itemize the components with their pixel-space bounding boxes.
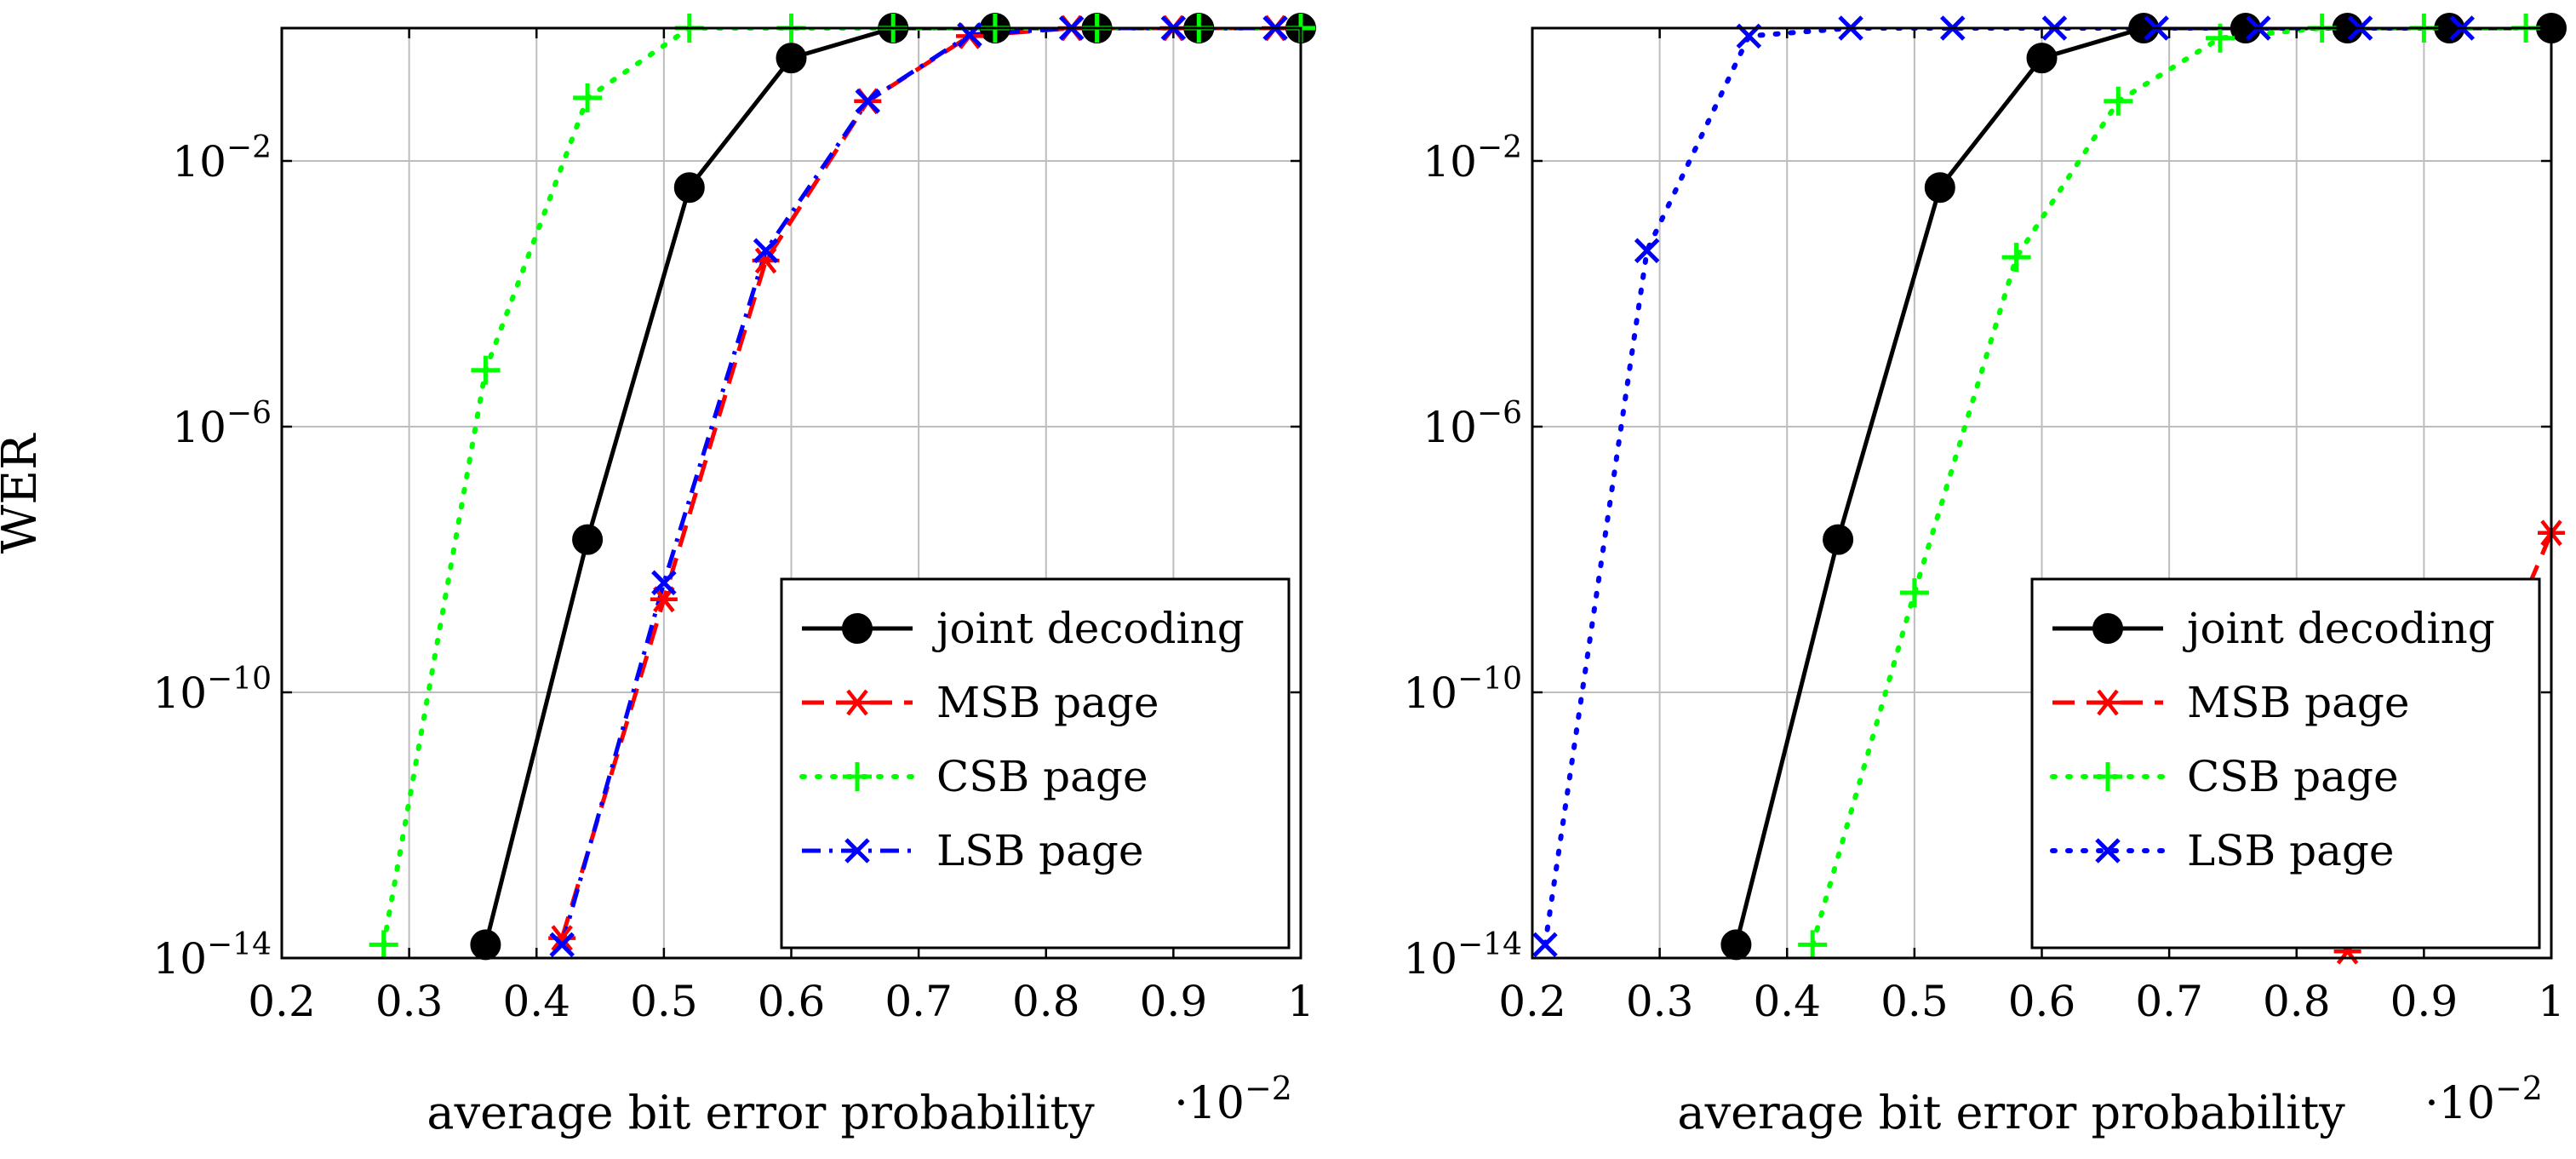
series-line-joint-decoding	[1733, 28, 2551, 946]
x-tick-label: 0.8	[1012, 977, 1080, 1026]
y-tick-label: 10−14	[1403, 927, 1522, 984]
legend-label: CSB page	[936, 752, 1148, 801]
y-tick-label: 10−6	[172, 396, 272, 452]
legend-marker	[2095, 838, 2121, 864]
x-tick-label: 0.6	[2008, 977, 2076, 1026]
plot-frame	[1531, 26, 2553, 960]
x-scale-factor: ·10−2	[2424, 1070, 2543, 1129]
legend-label: joint decoding	[932, 604, 1245, 653]
legend-marker	[844, 838, 870, 864]
data-point	[549, 932, 575, 958]
y-tick-label: 10−2	[1423, 130, 1522, 186]
x-tick-label: 0.3	[375, 977, 444, 1026]
data-point	[651, 570, 677, 596]
chart-panel-left: 0.2 0.3 0.4 0.5 0.6 0.7 0.8 0.9 1 10−2 10−6 10−10 10…	[0, 13, 1316, 1139]
x-tick-label: 0.2	[1498, 977, 1566, 1026]
x-scale-factor: ·10−2	[1174, 1070, 1292, 1129]
data-point	[369, 930, 398, 960]
legend-marker	[2092, 613, 2123, 644]
y-axis-label: WER	[0, 433, 48, 554]
legend-marker	[842, 613, 873, 644]
y-tick-label: 10−10	[1403, 662, 1522, 718]
x-tick-label: 0.2	[248, 977, 316, 1026]
legend-label: LSB page	[936, 826, 1144, 875]
data-point	[573, 83, 603, 112]
legend: joint decoding MSB page CSB page LSB page	[780, 577, 1291, 950]
data-point	[1532, 932, 1558, 958]
legend-marker	[843, 762, 872, 791]
data-point	[1634, 238, 1660, 264]
legend-label: joint decoding	[2183, 604, 2495, 653]
x-tick-label: 0.4	[502, 977, 570, 1026]
data-point	[1720, 929, 1752, 961]
legend-marker	[2093, 762, 2122, 791]
data-point	[1924, 172, 1955, 204]
plot-frame	[280, 26, 1302, 960]
y-tick-label: 10−2	[172, 130, 272, 186]
series-line-csb-page	[1810, 28, 2529, 948]
legend-label: MSB page	[936, 678, 1159, 727]
series-line-lsb-page	[559, 28, 1276, 946]
legend-label: LSB page	[2187, 826, 2395, 875]
data-point	[2026, 43, 2058, 74]
series-line-joint-decoding	[483, 28, 1301, 946]
data-point	[855, 89, 881, 114]
data-point	[1798, 930, 1828, 960]
data-point	[471, 355, 501, 385]
series-line-msb-page	[559, 28, 1276, 939]
data-point	[572, 524, 604, 555]
x-tick-label: 1	[1287, 977, 1314, 1026]
legend-label: CSB page	[2187, 752, 2399, 801]
y-tick-label: 10−10	[152, 662, 272, 718]
data-point	[470, 929, 501, 961]
x-tick-label: 0.8	[2263, 977, 2331, 1026]
y-tick-label: 10−6	[1423, 396, 1522, 452]
x-tick-label: 0.7	[2135, 977, 2203, 1026]
data-point	[1899, 578, 1929, 607]
x-tick-label: 0.6	[758, 977, 826, 1026]
chart-panel-right: 0.2 0.3 0.4 0.5 0.6 0.7 0.8 0.9 1 10−2 10−6 10−10 10…	[1403, 13, 2567, 1139]
y-tick-label: 10−14	[152, 927, 272, 984]
series-layer	[381, 28, 1301, 948]
x-tick-label: 1	[2538, 977, 2565, 1026]
x-tick-label: 0.9	[2390, 977, 2459, 1026]
data-point	[2001, 243, 2031, 273]
x-tick-label: 0.5	[1880, 977, 1949, 1026]
data-point	[673, 172, 705, 204]
x-tick-label: 0.5	[630, 977, 698, 1026]
data-point	[1823, 524, 1854, 555]
legend-label: MSB page	[2187, 678, 2410, 727]
legend-marker	[844, 689, 871, 716]
data-point	[776, 43, 807, 74]
x-tick-label: 0.9	[1140, 977, 1208, 1026]
data-point	[2104, 86, 2133, 116]
x-axis-label: average bit error probability	[426, 1086, 1095, 1139]
x-tick-label: 0.3	[1626, 977, 1694, 1026]
x-tick-label: 0.7	[884, 977, 953, 1026]
data-point	[753, 238, 779, 264]
legend-marker	[2094, 689, 2121, 716]
legend: joint decoding MSB page CSB page LSB page	[2030, 577, 2541, 950]
x-tick-label: 0.4	[1753, 977, 1821, 1026]
x-axis-label: average bit error probability	[1677, 1086, 2345, 1139]
